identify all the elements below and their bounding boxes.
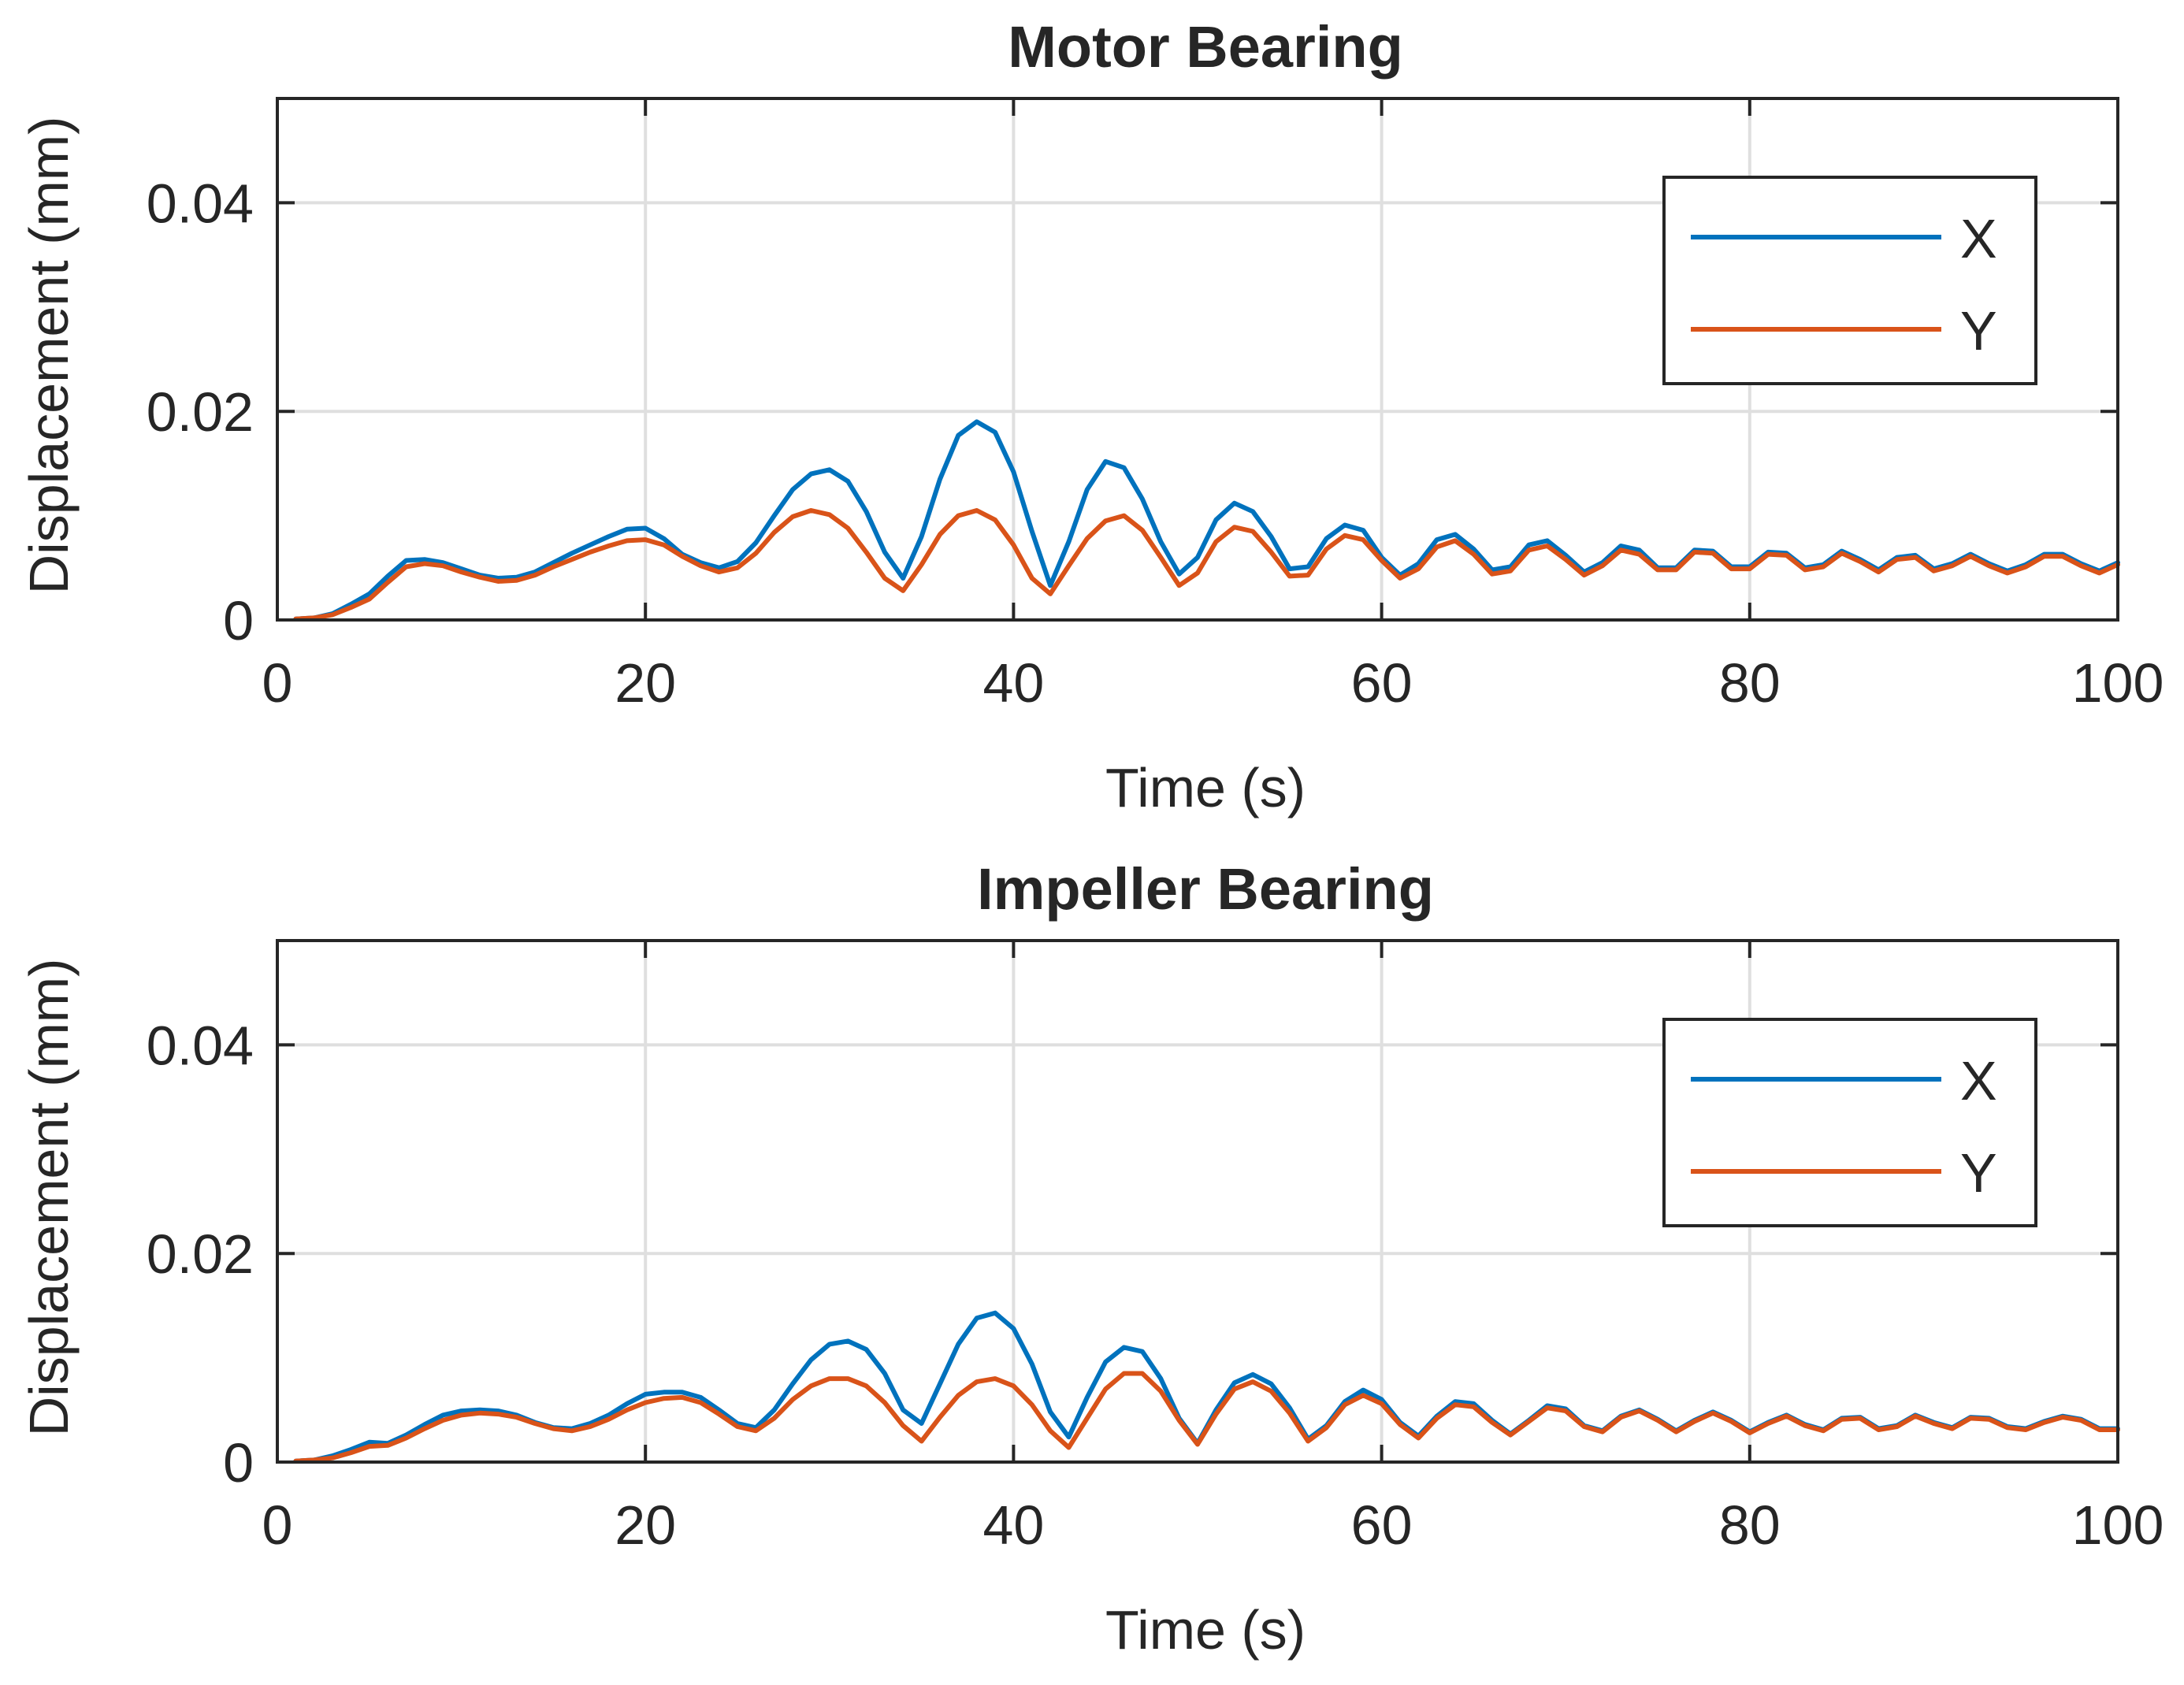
motor-bearing-chart: 0 20 40 60 80 100 0 0.02 0.04 Motor Bearing Time (…: [18, 14, 2164, 818]
y-tick-label: 0.02: [147, 1223, 254, 1285]
y-tick-label: 0: [223, 1432, 254, 1494]
y-axis-label: Displacement (mm): [18, 959, 80, 1437]
x-tick-label: 20: [615, 1494, 676, 1556]
y-tick-label: 0.04: [147, 173, 254, 234]
legend-label-y: Y: [1960, 1142, 1997, 1204]
impeller-bearing-chart: 0 20 40 60 80 100 0 0.02 0.04 Impeller Bearing Tim…: [18, 856, 2164, 1661]
y-axis-label: Displacement (mm): [18, 117, 80, 595]
x-tick-label: 80: [1719, 1494, 1781, 1556]
y-tick-label: 0.04: [147, 1015, 254, 1076]
x-tick-label: 20: [615, 652, 676, 714]
x-tick-label: 80: [1719, 652, 1781, 714]
chart-title: Impeller Bearing: [977, 856, 1434, 922]
x-axis-label: Time (s): [1105, 1599, 1306, 1661]
y-tick-label: 0.02: [147, 381, 254, 443]
series-line-y: [293, 508, 2120, 622]
x-tick-label: 100: [2072, 1494, 2164, 1556]
legend-box: [1662, 1018, 2037, 1227]
x-tick-label: 0: [262, 652, 293, 714]
x-tick-label: 40: [982, 652, 1044, 714]
legend: XY: [1662, 1018, 2037, 1227]
axes-frame: [276, 939, 2119, 1464]
legend: XY: [1662, 176, 2037, 385]
series-line-y: [293, 1371, 2120, 1464]
legend-box: [1662, 176, 2037, 385]
x-tick-label: 60: [1351, 652, 1413, 714]
x-tick-label: 40: [982, 1494, 1044, 1556]
y-tick-label: 0: [223, 590, 254, 651]
axes-frame: [276, 97, 2119, 622]
legend-label-y: Y: [1960, 300, 1997, 362]
legend-label-x: X: [1960, 208, 1997, 269]
x-tick-label: 0: [262, 1494, 293, 1556]
x-tick-label: 100: [2072, 652, 2164, 714]
x-tick-label: 60: [1351, 1494, 1413, 1556]
chart-title: Motor Bearing: [1008, 14, 1403, 80]
legend-label-x: X: [1960, 1050, 1997, 1112]
x-axis-label: Time (s): [1105, 757, 1306, 818]
